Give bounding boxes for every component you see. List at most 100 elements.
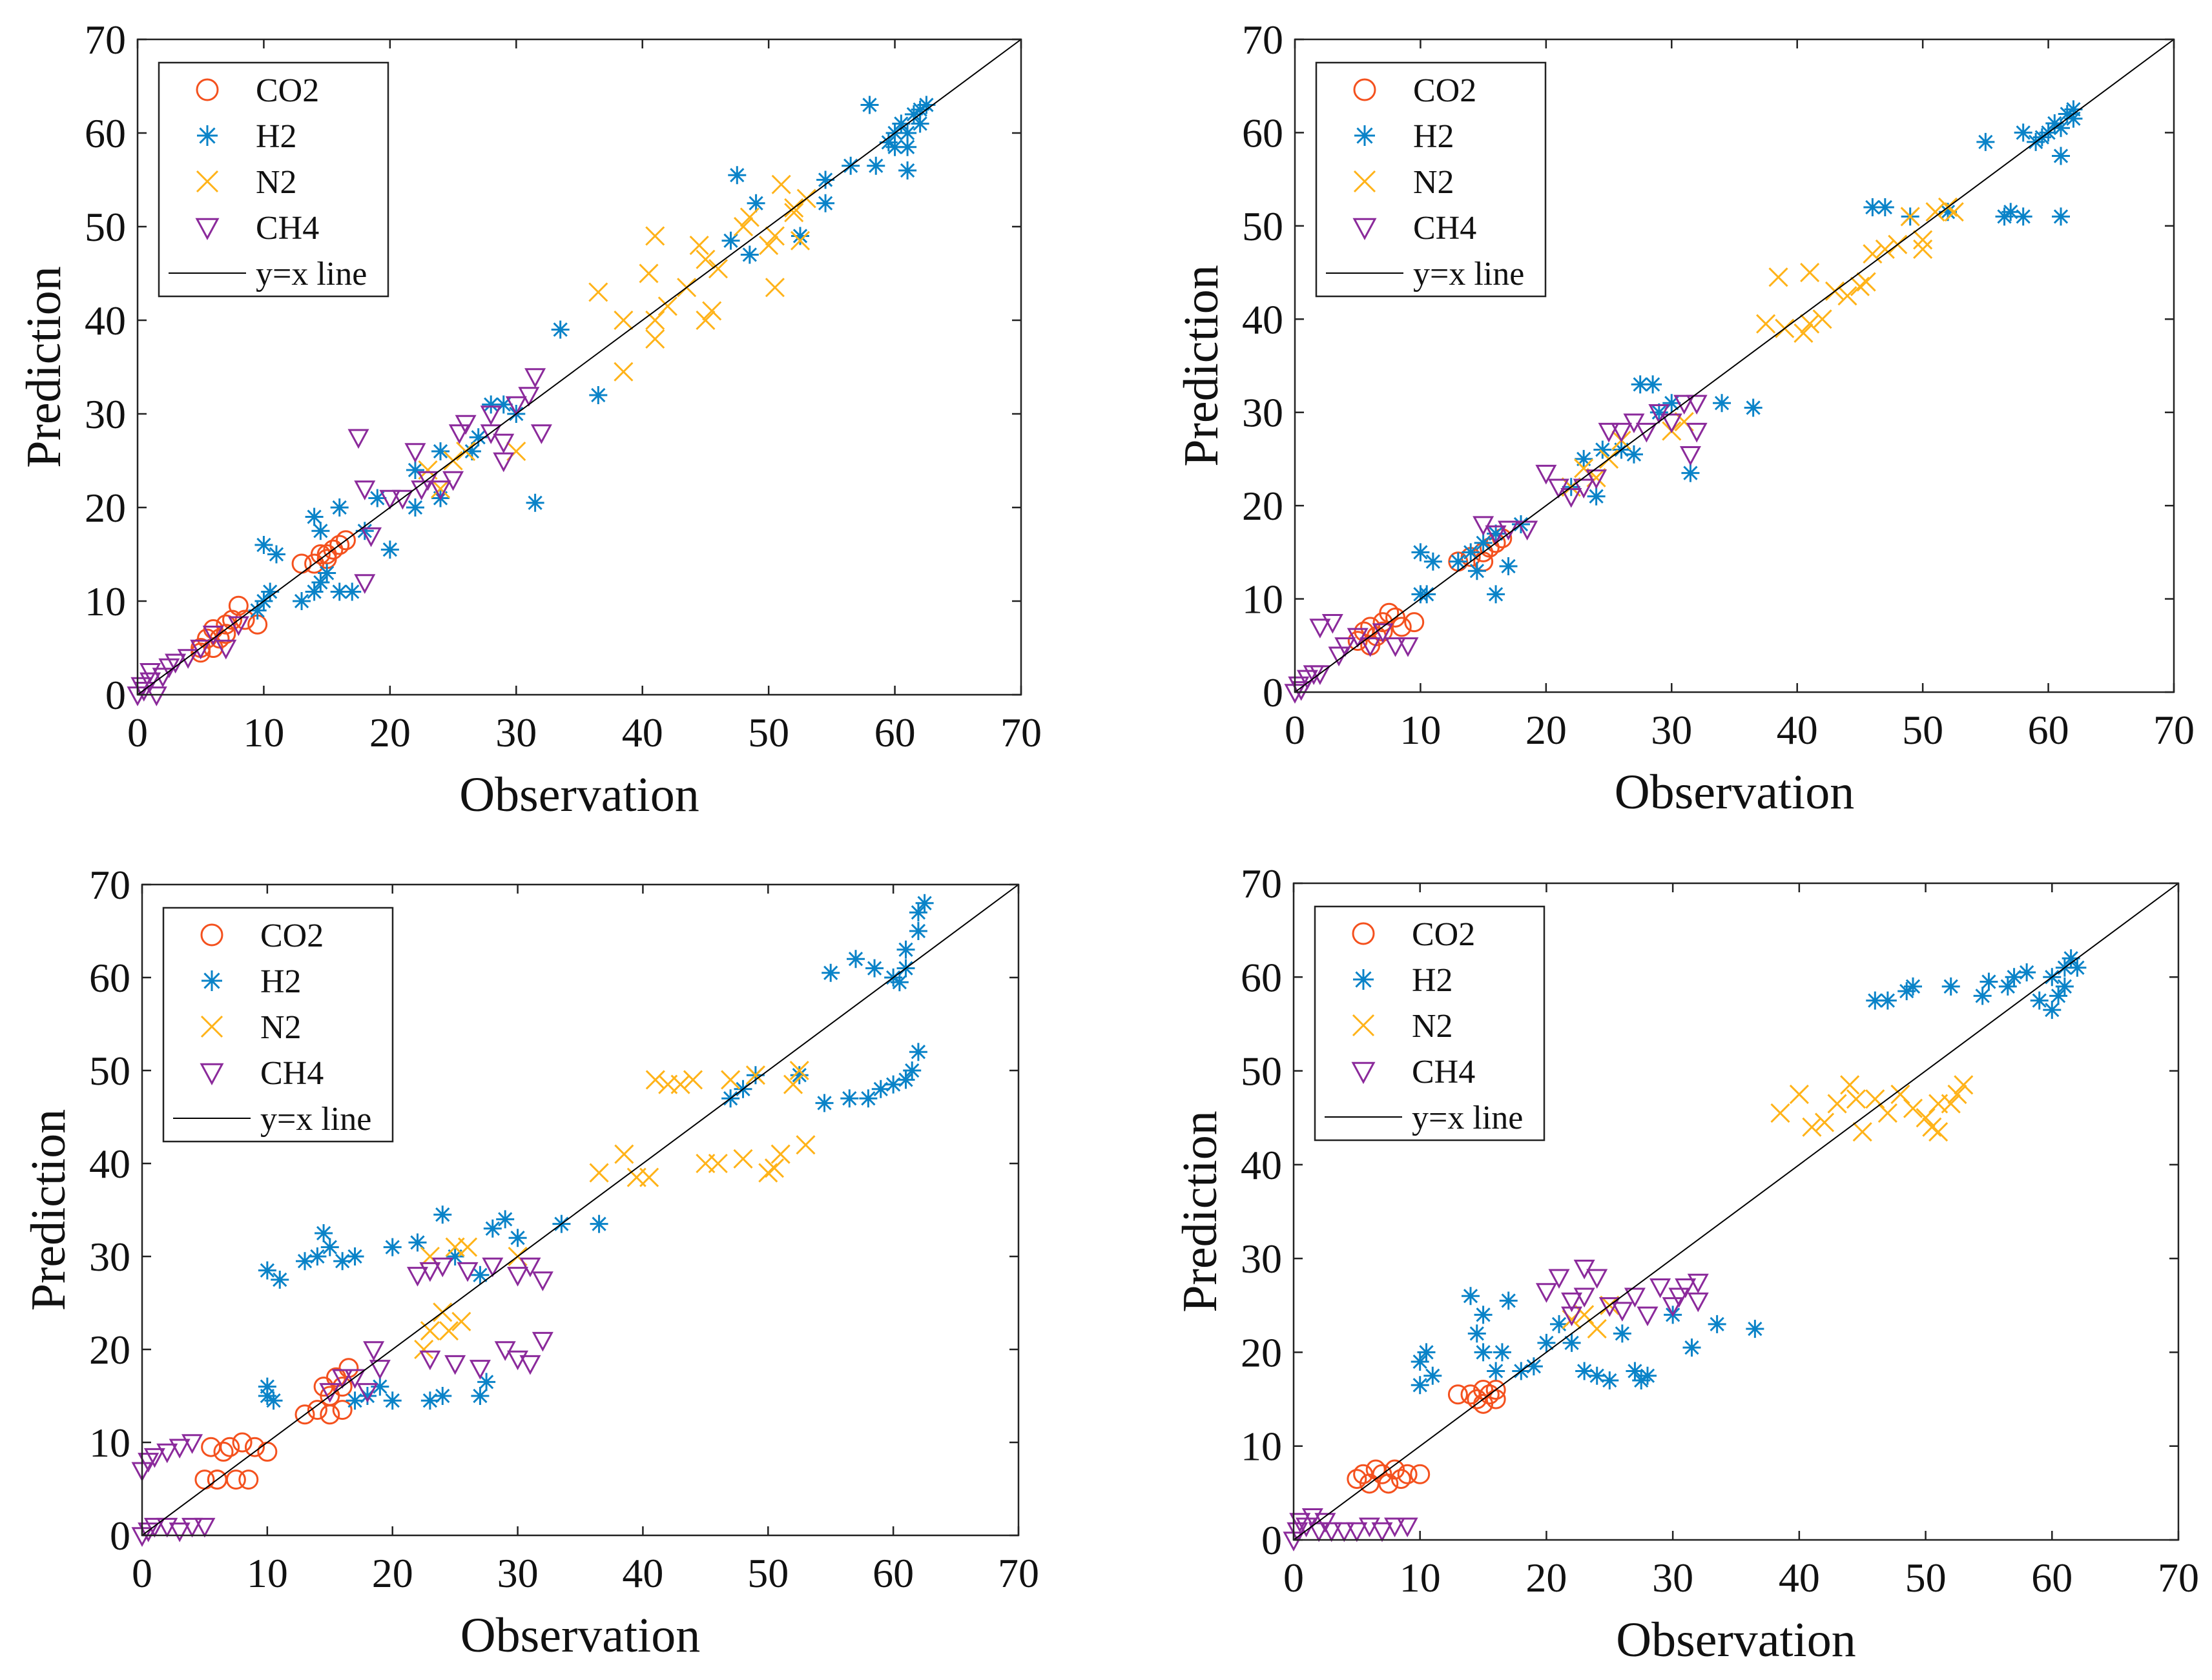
data-point-CO2 <box>222 610 243 630</box>
data-point-CH4 <box>227 616 249 637</box>
y-axis-label: Prediction <box>1173 1111 1227 1312</box>
data-point-CH4 <box>1586 1269 1608 1289</box>
data-point-CH4 <box>1535 464 1557 485</box>
data-point-N2 <box>645 329 665 349</box>
data-point-N2 <box>739 207 760 227</box>
x-tick-label: 20 <box>1525 707 1567 753</box>
data-point-H2 <box>1550 1315 1568 1333</box>
data-point-CH4 <box>1668 1287 1690 1308</box>
data-point-H2 <box>911 100 929 119</box>
data-point-CO2 <box>1485 1380 1506 1400</box>
data-point-H2 <box>1976 132 1995 151</box>
data-point-H2 <box>728 166 747 185</box>
data-point-H2 <box>346 1391 364 1410</box>
data-point-H2 <box>896 940 915 959</box>
data-point-H2 <box>469 428 488 447</box>
data-point-N2 <box>1913 239 1933 260</box>
data-point-H2 <box>1600 1371 1619 1390</box>
data-point-H2 <box>890 973 909 992</box>
data-point-CH4 <box>1385 637 1407 657</box>
data-point-H2 <box>790 1066 809 1085</box>
data-point-N2 <box>1944 202 1964 222</box>
data-point-H2 <box>904 105 923 123</box>
data-point-H2 <box>315 1224 333 1242</box>
data-point-CO2 <box>1460 1384 1481 1405</box>
data-point-N2 <box>784 203 804 223</box>
data-point-H2 <box>293 592 311 610</box>
data-point-CH4 <box>143 1448 165 1468</box>
data-point-CH4 <box>391 489 413 510</box>
data-point-CH4 <box>1611 1302 1633 1322</box>
data-point-H2 <box>1417 1343 1436 1362</box>
data-point-N2 <box>764 1158 785 1178</box>
data-point-H2 <box>406 498 424 517</box>
legend: CO2 H2 N2 CH4 y=x line <box>1314 905 1545 1142</box>
axes-frame <box>1294 38 2175 693</box>
data-point-N2 <box>1814 1112 1835 1132</box>
data-point-CO2 <box>207 1470 227 1490</box>
data-point-H2 <box>408 1233 427 1252</box>
data-point-CO2 <box>1391 617 1412 637</box>
data-point-H2 <box>1682 1338 1701 1357</box>
data-point-H2 <box>1939 203 1958 221</box>
data-point-N2 <box>758 1163 778 1183</box>
data-point-CH4 <box>181 1434 203 1454</box>
data-point-CH4 <box>1485 525 1507 546</box>
data-point-N2 <box>789 1060 809 1081</box>
data-point-H2 <box>1613 1324 1631 1343</box>
data-point-CO2 <box>234 610 255 630</box>
data-point-H2 <box>2058 105 2076 123</box>
legend-label: H2 <box>1412 962 1453 999</box>
data-point-N2 <box>783 1074 803 1094</box>
legend-marker-H2 <box>1354 125 1375 146</box>
data-point-H2 <box>867 156 885 175</box>
data-point-H2 <box>740 245 759 264</box>
data-point-N2 <box>733 216 754 237</box>
data-point-CO2 <box>1479 1384 1500 1405</box>
data-point-N2 <box>1941 1094 1961 1114</box>
data-point-CO2 <box>201 1437 222 1457</box>
data-point-CH4 <box>1561 1292 1583 1313</box>
legend-label: CO2 <box>1412 916 1475 953</box>
legend-label: y=x line <box>256 256 367 292</box>
y-tick-label: 60 <box>1241 954 1282 1000</box>
data-point-CO2 <box>1447 1384 1468 1405</box>
data-point-H2 <box>1941 977 1960 996</box>
y-tick-label: 60 <box>85 110 126 156</box>
legend-marker-CH4 <box>1351 1061 1376 1084</box>
legend-label: y=x line <box>260 1101 371 1138</box>
data-point-CH4 <box>482 1257 504 1278</box>
data-point-CO2 <box>213 1441 234 1462</box>
data-point-CO2 <box>238 1470 259 1490</box>
data-point-N2 <box>420 1321 440 1341</box>
x-tick-label: 0 <box>132 1550 152 1596</box>
data-point-CH4 <box>431 1257 453 1278</box>
axes-frame <box>136 38 1022 696</box>
x-tick-label: 50 <box>747 1550 789 1596</box>
data-point-N2 <box>708 259 729 279</box>
data-point-N2 <box>765 278 785 298</box>
data-point-H2 <box>2018 963 2036 982</box>
data-point-H2 <box>483 1219 502 1238</box>
data-point-H2 <box>330 498 349 517</box>
data-point-H2 <box>2030 991 2049 1010</box>
x-tick-label: 60 <box>2028 707 2069 753</box>
y-tick-label: 0 <box>105 672 126 718</box>
data-point-N2 <box>1890 1084 1910 1104</box>
data-point-H2 <box>1411 1352 1429 1371</box>
data-point-H2 <box>318 564 336 582</box>
axes-frame <box>141 883 1020 1537</box>
data-point-H2 <box>822 963 840 982</box>
legend-label: CH4 <box>1412 1054 1475 1091</box>
data-point-CH4 <box>469 1360 491 1380</box>
data-point-N2 <box>745 1065 765 1085</box>
data-point-H2 <box>308 1247 327 1265</box>
data-point-H2 <box>355 522 374 540</box>
data-point-CH4 <box>417 471 439 491</box>
data-point-H2 <box>346 1247 364 1265</box>
data-point-CO2 <box>228 595 249 616</box>
legend-label: H2 <box>260 963 302 1000</box>
data-point-N2 <box>1800 263 1820 283</box>
data-point-N2 <box>696 310 716 331</box>
legend-box <box>1315 61 1547 298</box>
